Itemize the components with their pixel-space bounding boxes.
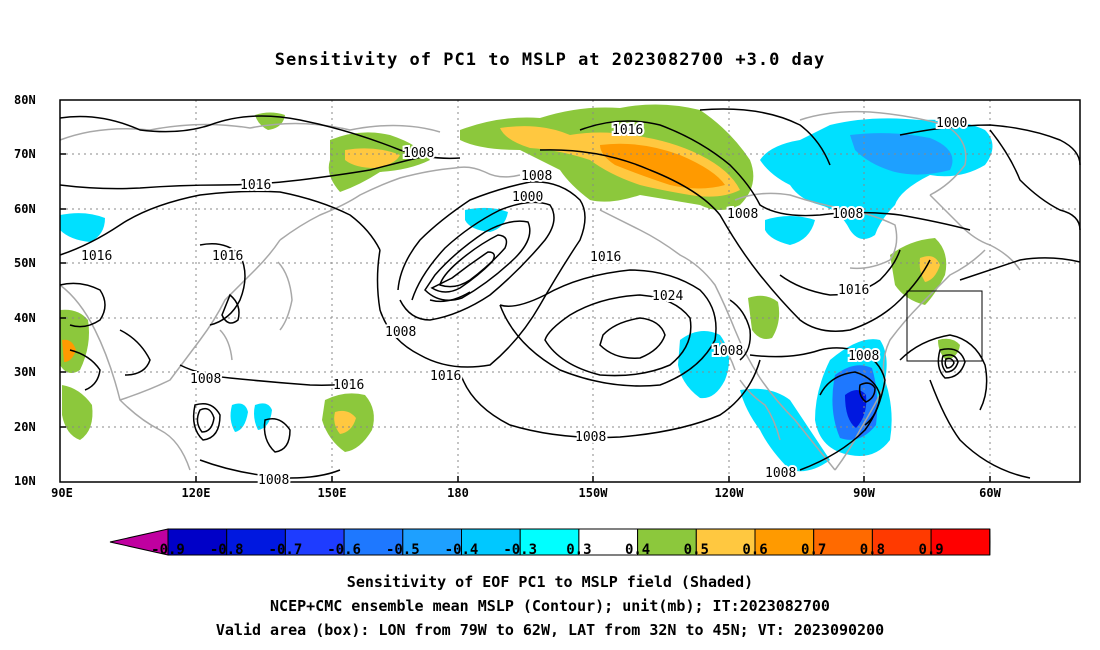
colorbar-segment	[813, 528, 873, 556]
colorbar-tick-label: -0.5	[385, 542, 420, 558]
shade-positive-siberia-yellow	[345, 148, 400, 168]
colorbar-tick-label: 0.8	[859, 542, 886, 558]
colorbar-segment	[519, 528, 580, 556]
contour-label: 1000	[936, 116, 967, 131]
colorbar-tick-label: -0.3	[503, 542, 538, 558]
lon-label: 150E	[317, 486, 347, 500]
colorbar-tick-label: 0.6	[742, 542, 768, 558]
shade-negative-hudson	[765, 216, 815, 245]
contour-label: 1008	[848, 349, 879, 364]
lon-label: 180	[447, 486, 469, 500]
colorbar-tick-label: 0.9	[918, 542, 944, 558]
colorbar-segment	[578, 528, 639, 556]
contour-label: 1008	[258, 473, 289, 488]
lon-label: 90W	[853, 486, 875, 500]
lon-label: 60W	[979, 486, 1001, 500]
colorbar-tick-label: -0.4	[444, 542, 479, 558]
graticule	[60, 100, 1080, 482]
contour-label: 1008	[521, 169, 552, 184]
colorbar-segment	[167, 528, 228, 556]
contour-label: 1016	[430, 369, 461, 384]
lat-label: 10N	[14, 474, 36, 488]
shade-negative-siberia	[60, 213, 105, 242]
colorbar-segment	[754, 528, 815, 556]
caption-shaded: Sensitivity of EOF PC1 to MSLP field (Sh…	[346, 573, 754, 591]
colorbar-tick-label: -0.8	[209, 542, 244, 558]
shade-positive-india-core	[62, 339, 76, 362]
contour-label: 1008	[765, 466, 796, 481]
contour-label: 1024	[652, 289, 683, 304]
contour-label: 1016	[838, 283, 869, 298]
shade-positive-west-coast	[748, 295, 780, 339]
colorbar-tick-label: 0.7	[801, 542, 827, 558]
lon-label: 150W	[578, 486, 608, 500]
contour-label: 1008	[575, 430, 606, 445]
contour-label: 1008	[712, 344, 743, 359]
colorbar-segment	[402, 528, 462, 556]
caption-valid-area: Valid area (box): LON from 79W to 62W, L…	[215, 621, 885, 639]
contour-label: 1008	[403, 146, 434, 161]
colorbar-tick-label: 0.3	[566, 542, 592, 558]
shade-negative-gulf-deep	[845, 390, 867, 428]
shade-negative-pacific-east	[678, 331, 729, 399]
mslp-contours	[59, 108, 1081, 479]
contour-label-layer: 1008 1016 1000 1008 1016 1000 1008 1008 …	[79, 114, 969, 490]
contour-label: 1016	[333, 378, 364, 393]
contour-label: 1016	[212, 249, 243, 264]
colorbar-segment	[226, 528, 286, 556]
lat-label: 70N	[14, 147, 36, 161]
colorbar-segment	[930, 528, 991, 556]
valid-area-box	[906, 290, 983, 362]
colorbar	[109, 528, 991, 556]
colorbar-tick-label: 0.4	[624, 542, 651, 558]
lon-label: 120E	[181, 486, 211, 500]
lat-label: 60N	[14, 202, 36, 216]
contour-label: 1016	[612, 123, 643, 138]
lat-label: 40N	[14, 311, 36, 325]
shade-negative-wpac	[254, 403, 272, 430]
shade-negative-mexico	[740, 388, 830, 472]
lon-label: 90E	[51, 486, 73, 500]
colorbar-segment	[284, 528, 345, 556]
contour-label: 1008	[190, 372, 221, 387]
lat-label: 80N	[14, 93, 36, 107]
colorbar-segment	[637, 528, 697, 556]
contour-label: 1016	[590, 250, 621, 265]
colorbar-tick-label: -0.7	[268, 542, 303, 558]
lat-label: 50N	[14, 256, 36, 270]
lat-label: 30N	[14, 365, 36, 379]
colorbar-tick-label: 0.5	[683, 542, 709, 558]
shade-positive-bengal	[62, 385, 93, 440]
map-border	[59, 99, 1081, 483]
caption-contour: NCEP+CMC ensemble mean MSLP (Contour); u…	[270, 597, 830, 615]
colorbar-tick-label: -0.9	[151, 542, 185, 558]
contour-label: 1008	[832, 207, 863, 222]
axis-ticks	[60, 153, 991, 482]
lat-label: 20N	[14, 420, 36, 434]
plot-title: Sensitivity of PC1 to MSLP at 2023082700…	[274, 50, 826, 70]
contour-label: 1008	[727, 207, 758, 222]
colorbar-tick-label: -0.6	[327, 542, 361, 558]
shade-positive-arctic-orange	[600, 143, 725, 189]
contour-label: 1016	[81, 249, 112, 264]
shade-positive-central-pacific-core	[334, 410, 356, 434]
lon-label: 120W	[714, 486, 744, 500]
shade-negative-philsea	[230, 403, 248, 432]
contour-label: 1008	[385, 325, 416, 340]
shade-positive-east-canada	[890, 238, 947, 305]
contour-label: 1016	[240, 178, 271, 193]
contour-label: 1000	[512, 190, 543, 205]
coastlines	[59, 110, 1021, 471]
